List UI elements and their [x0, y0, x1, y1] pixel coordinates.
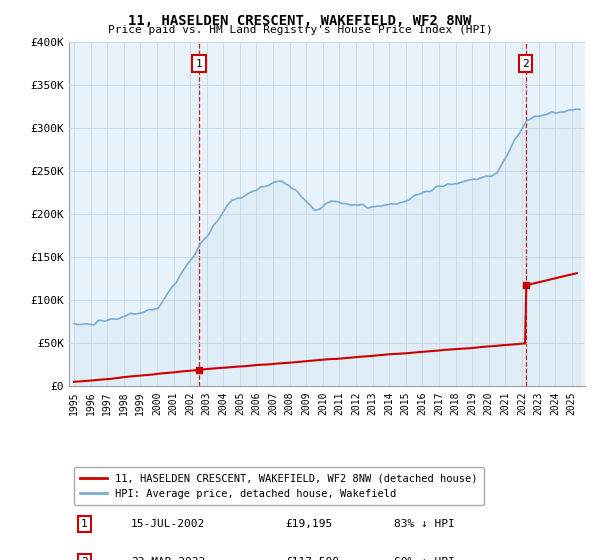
Text: 15-JUL-2002: 15-JUL-2002 — [131, 519, 205, 529]
Text: 2: 2 — [523, 59, 529, 68]
Text: 83% ↓ HPI: 83% ↓ HPI — [394, 519, 455, 529]
Text: 1: 1 — [81, 519, 88, 529]
Legend: 11, HASELDEN CRESCENT, WAKEFIELD, WF2 8NW (detached house), HPI: Average price, : 11, HASELDEN CRESCENT, WAKEFIELD, WF2 8N… — [74, 468, 484, 505]
Text: 1: 1 — [196, 59, 202, 68]
Text: 11, HASELDEN CRESCENT, WAKEFIELD, WF2 8NW: 11, HASELDEN CRESCENT, WAKEFIELD, WF2 8N… — [128, 14, 472, 28]
Text: 23-MAR-2022: 23-MAR-2022 — [131, 557, 205, 560]
Text: £117,500: £117,500 — [286, 557, 340, 560]
Text: Price paid vs. HM Land Registry's House Price Index (HPI): Price paid vs. HM Land Registry's House … — [107, 25, 493, 35]
Text: 2: 2 — [81, 557, 88, 560]
Text: £19,195: £19,195 — [286, 519, 333, 529]
Text: 60% ↓ HPI: 60% ↓ HPI — [394, 557, 455, 560]
